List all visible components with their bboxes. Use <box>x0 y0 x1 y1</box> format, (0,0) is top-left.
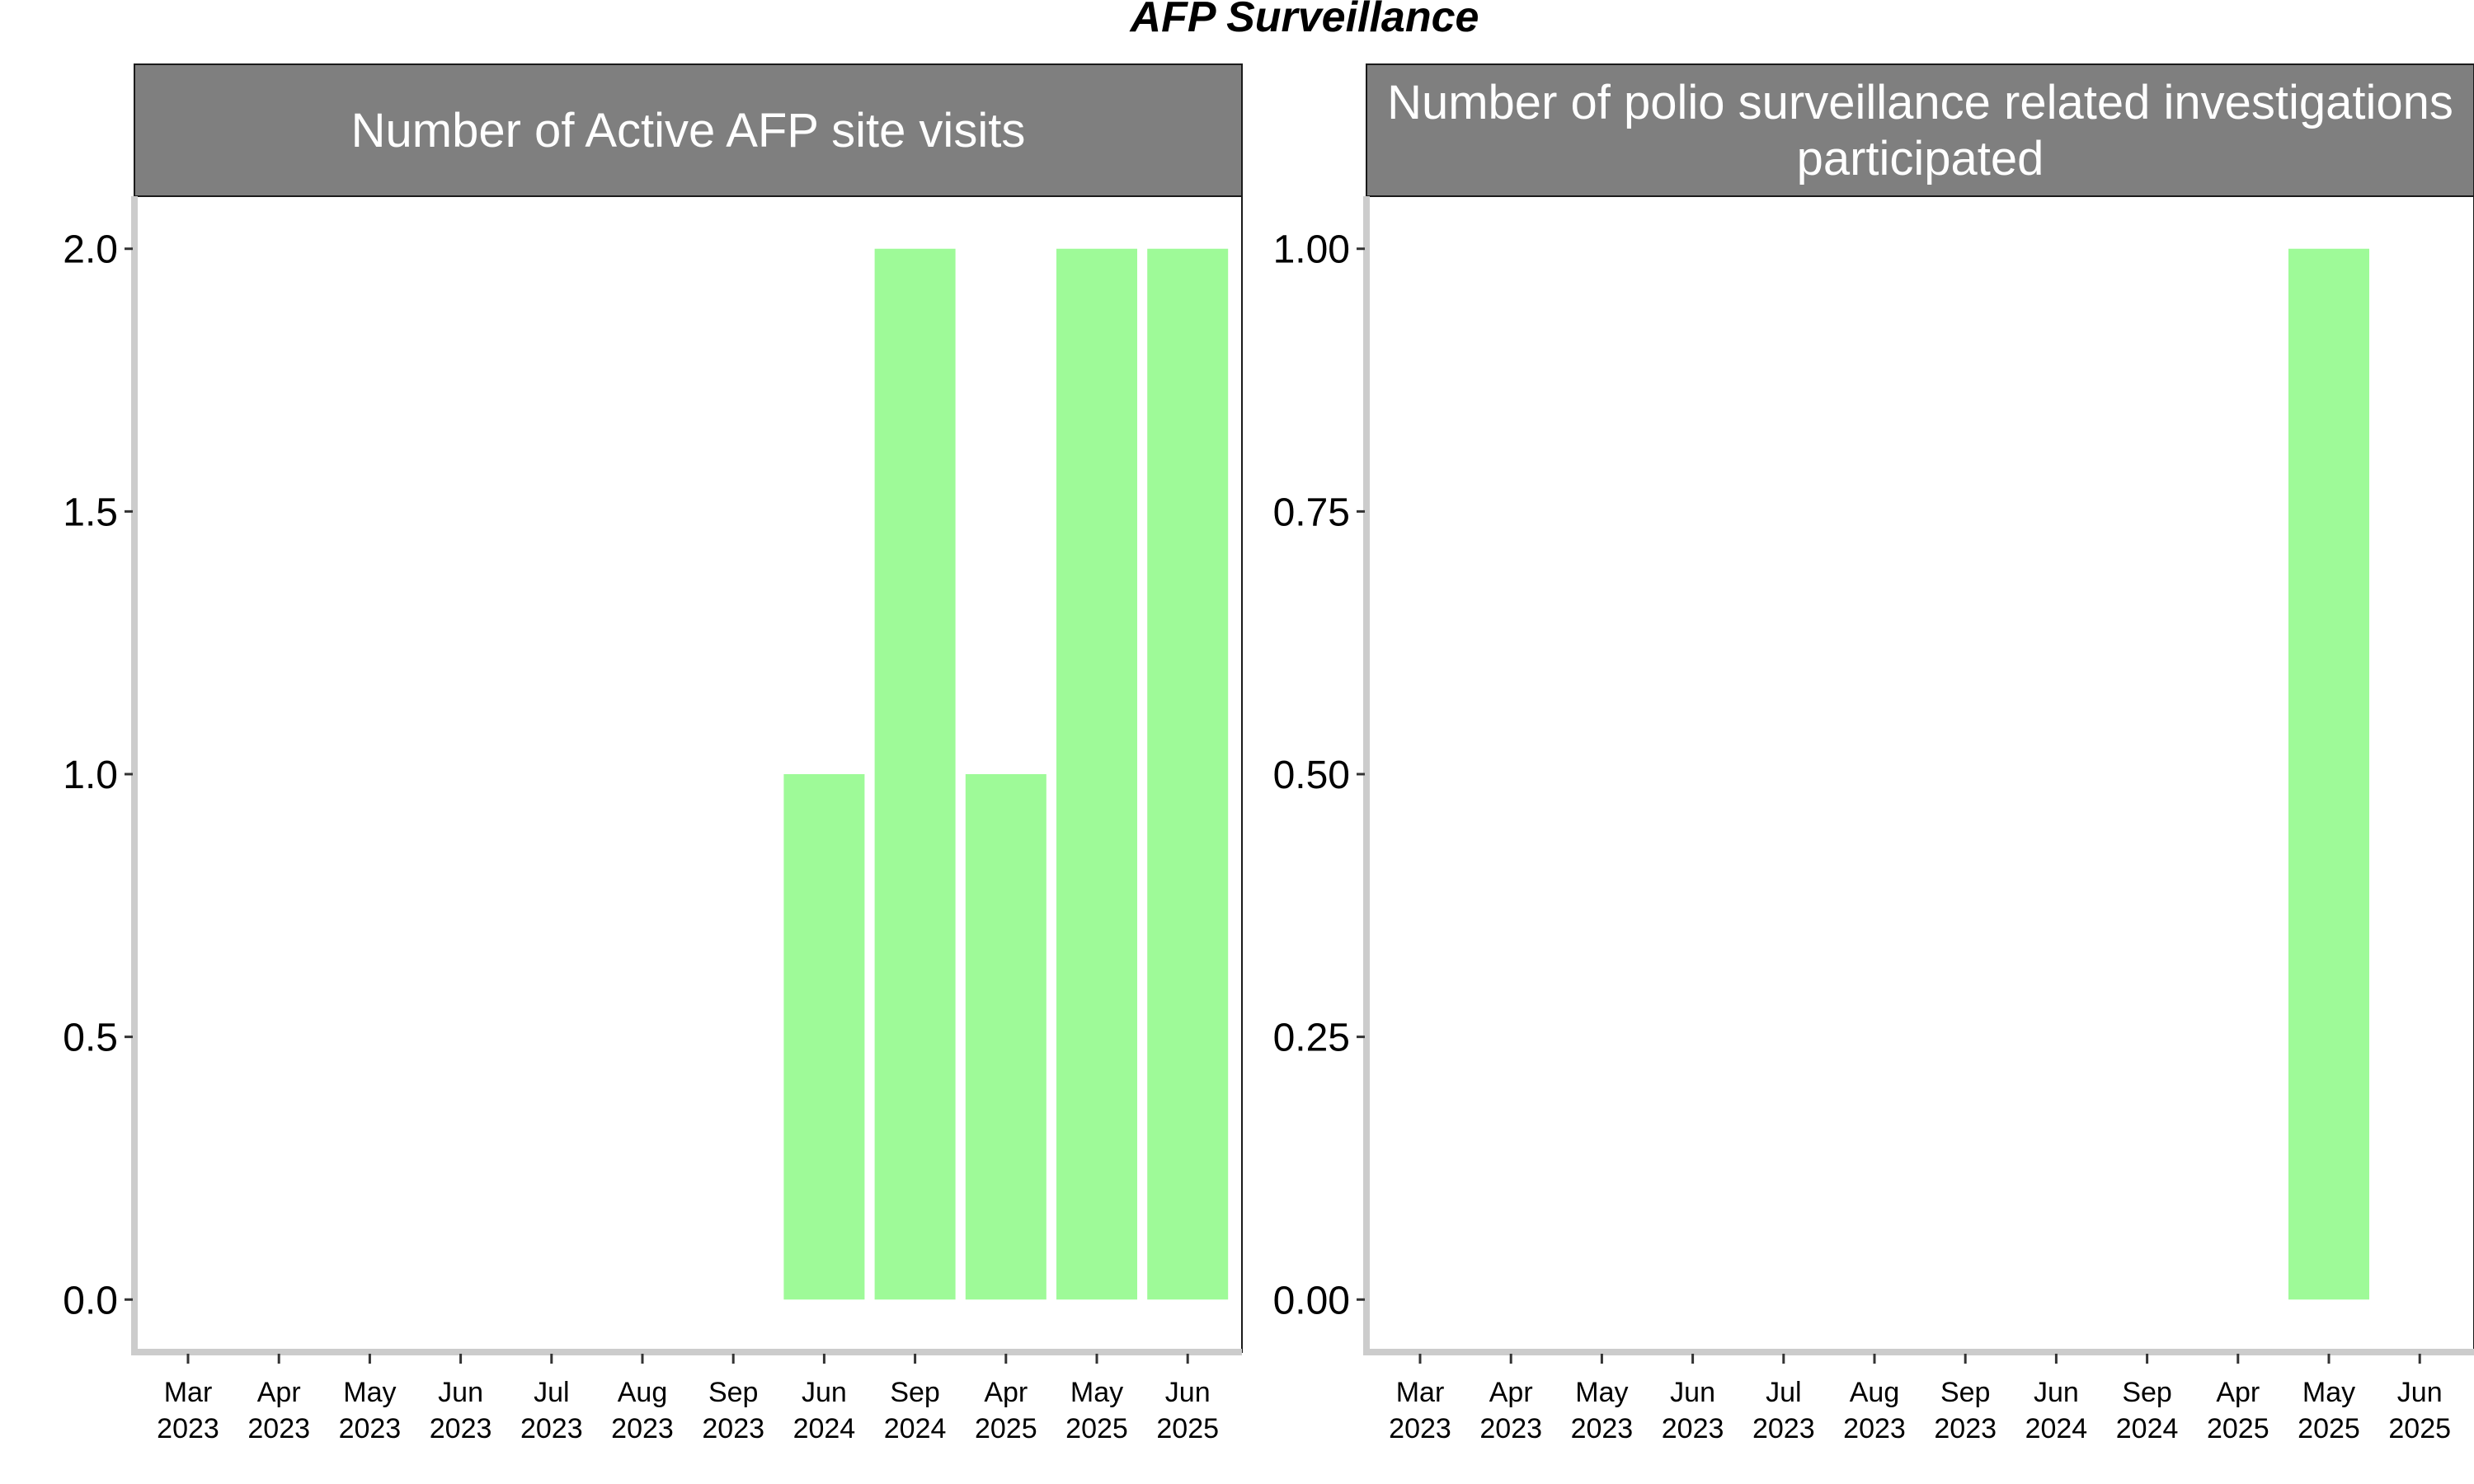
x-tick-label-month: May <box>2302 1377 2355 1408</box>
x-tick-label-year: 2023 <box>702 1413 764 1444</box>
x-tick-label-year: 2024 <box>2116 1413 2179 1444</box>
panel-0: Number of Active AFP site visits 0.0 0.5 1.… <box>63 63 1243 1444</box>
x-tick-label-month: Jun <box>802 1377 847 1408</box>
y-tick-label: 1.0 <box>63 754 118 797</box>
x-tick-label-year: 2024 <box>2025 1413 2088 1444</box>
x-tick-label-year: 2023 <box>247 1413 310 1444</box>
panel-title: Number of Active AFP site visits <box>351 104 1026 157</box>
x-tick-label-month: Apr <box>257 1377 301 1408</box>
x-tick-label-year: 2023 <box>339 1413 402 1444</box>
x-tick-label-month: Mar <box>1396 1377 1445 1408</box>
x-tick-label-month: Jun <box>438 1377 483 1408</box>
bar <box>965 774 1047 1300</box>
y-tick-label: 1.5 <box>63 491 118 534</box>
y-tick-label: 0.00 <box>1273 1279 1350 1322</box>
y-tick-label: 0.75 <box>1273 491 1350 534</box>
x-tick-label-month: Sep <box>2122 1377 2172 1408</box>
x-tick-label-month: Mar <box>164 1377 213 1408</box>
y-tick-label: 0.50 <box>1273 754 1350 797</box>
x-tick-label-year: 2025 <box>975 1413 1037 1444</box>
y-tick-label: 0.5 <box>63 1017 118 1060</box>
panel-title-group: Number of Active AFP site visits <box>351 104 1026 157</box>
x-tick-label-year: 2023 <box>1479 1413 1542 1444</box>
x-tick-label-year: 2023 <box>1662 1413 1724 1444</box>
y-tick-label: 0.25 <box>1273 1017 1350 1060</box>
y-tick-label: 2.0 <box>63 228 118 272</box>
figure-title: AFP Surveillance <box>1129 0 1479 41</box>
x-tick-label-year: 2023 <box>1389 1413 1451 1444</box>
x-tick-label-year: 2025 <box>1065 1413 1128 1444</box>
x-tick-label-month: May <box>1575 1377 1628 1408</box>
panel-strip <box>134 63 1243 197</box>
x-tick-label-month: Aug <box>1850 1377 1900 1408</box>
x-tick-label-year: 2025 <box>2388 1413 2451 1444</box>
x-tick-label-month: Aug <box>618 1377 668 1408</box>
bar <box>2288 248 2369 1300</box>
panel-title: Number of polio surveillance related inv… <box>1387 76 2453 129</box>
x-tick-label-month: May <box>343 1377 396 1408</box>
x-tick-label-month: Jun <box>2397 1377 2443 1408</box>
bar <box>1056 248 1137 1300</box>
x-tick-label-year: 2024 <box>793 1413 856 1444</box>
x-tick-label-month: Apr <box>2216 1377 2260 1408</box>
panel-1: Number of polio surveillance related inv… <box>1273 63 2474 1444</box>
bar <box>783 774 865 1300</box>
x-tick-label-month: Apr <box>1489 1377 1533 1408</box>
y-tick-label: 0.0 <box>63 1279 118 1322</box>
x-tick-label-month: Sep <box>1940 1377 1991 1408</box>
x-tick-label-month: Jul <box>534 1377 569 1408</box>
panel-strip <box>1366 63 2474 197</box>
x-tick-label-year: 2023 <box>1934 1413 1997 1444</box>
x-tick-label-month: Sep <box>890 1377 940 1408</box>
x-tick-label-year: 2023 <box>1571 1413 1634 1444</box>
x-tick-label-month: Apr <box>984 1377 1028 1408</box>
x-tick-label-year: 2023 <box>1843 1413 1906 1444</box>
x-tick-label-year: 2023 <box>157 1413 219 1444</box>
x-tick-label-month: Jun <box>1670 1377 1715 1408</box>
x-tick-label-year: 2023 <box>1752 1413 1815 1444</box>
x-tick-label-month: Sep <box>708 1377 759 1408</box>
x-tick-label-month: Jun <box>2034 1377 2079 1408</box>
panel-title: participated <box>1797 132 2044 186</box>
x-tick-label-year: 2023 <box>611 1413 674 1444</box>
bar <box>874 248 956 1300</box>
x-tick-label-year: 2025 <box>2207 1413 2269 1444</box>
x-tick-label-month: Jul <box>1766 1377 1801 1408</box>
x-tick-label-year: 2025 <box>1156 1413 1219 1444</box>
x-tick-label-month: Jun <box>1165 1377 1211 1408</box>
x-tick-label-year: 2023 <box>520 1413 583 1444</box>
bar <box>1147 248 1229 1300</box>
x-tick-label-year: 2024 <box>884 1413 947 1444</box>
x-tick-label-month: May <box>1070 1377 1123 1408</box>
y-tick-label: 1.00 <box>1273 228 1350 272</box>
x-tick-label-year: 2025 <box>2298 1413 2360 1444</box>
x-tick-label-year: 2023 <box>430 1413 492 1444</box>
panel-title-group: Number of polio surveillance related inv… <box>1387 76 2453 186</box>
